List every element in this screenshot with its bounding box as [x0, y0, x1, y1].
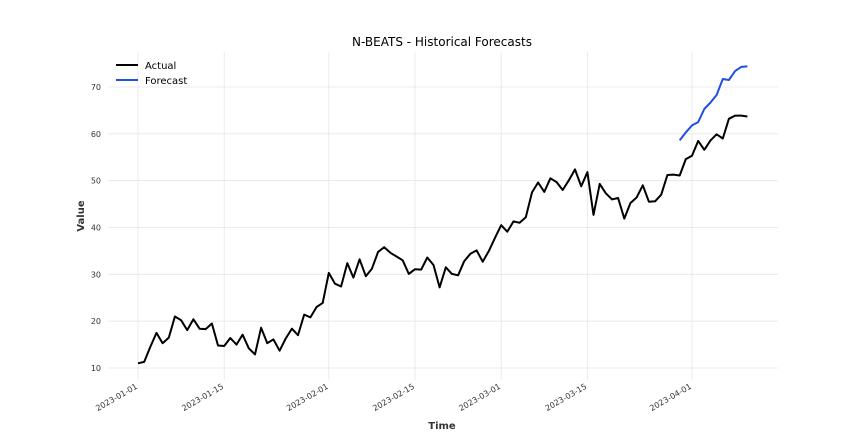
y-tick-label: 70: [91, 83, 101, 92]
x-tick-label: 2023-03-01: [457, 382, 502, 413]
series-line-actual: [137, 114, 748, 365]
y-tick-label: 20: [91, 317, 101, 326]
y-tick-label: 10: [91, 364, 101, 373]
y-axis-ticks: 10 20 30 40 50 60 70: [91, 83, 101, 373]
y-tick-label: 60: [91, 130, 101, 139]
y-tick-label: 40: [91, 224, 101, 233]
grid-layer: [108, 52, 778, 380]
y-tick-label: 50: [91, 177, 101, 186]
x-tick-label: 2023-03-15: [544, 382, 589, 413]
x-axis-title: Time: [428, 421, 456, 432]
y-axis-title: Value: [76, 200, 87, 231]
series-layer: [137, 65, 748, 365]
x-tick-label: 2023-01-01: [94, 382, 139, 413]
legend-label-forecast: Forecast: [145, 76, 187, 87]
x-tick-label: 2023-01-15: [180, 382, 225, 413]
legend-label-actual: Actual: [145, 61, 176, 72]
chart-title: N-BEATS - Historical Forecasts: [352, 35, 532, 49]
y-tick-label: 30: [91, 270, 101, 279]
x-tick-label: 2023-02-01: [285, 382, 330, 413]
x-tick-label: 2023-04-01: [648, 382, 693, 413]
legend: Actual Forecast: [116, 61, 187, 87]
x-tick-label: 2023-02-15: [371, 382, 416, 413]
x-axis-ticks: 2023-01-01 2023-01-15 2023-02-01 2023-02-15…: [94, 382, 693, 413]
series-line-forecast: [678, 65, 748, 142]
